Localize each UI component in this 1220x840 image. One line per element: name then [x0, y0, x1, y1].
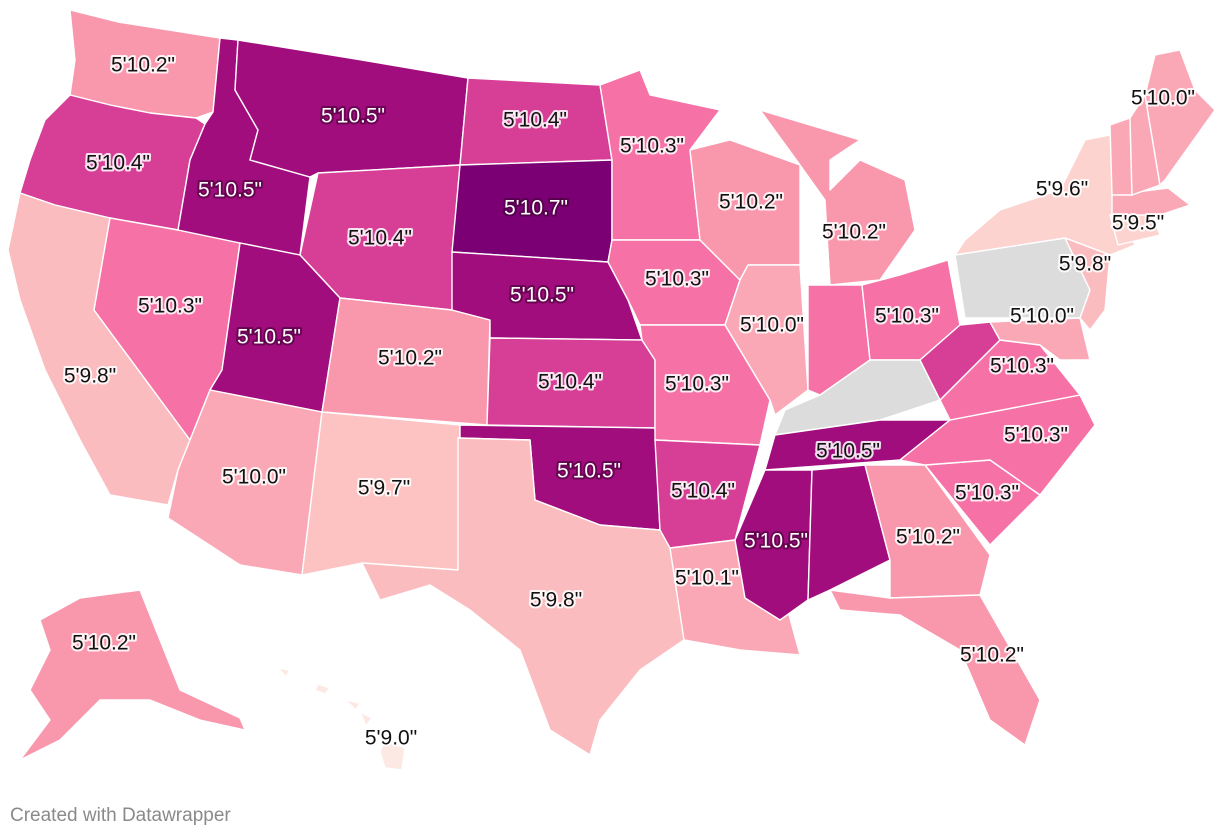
- label-mt: 5'10.5": [321, 105, 385, 128]
- label-mn: 5'10.3": [620, 135, 684, 158]
- label-ga: 5'10.2": [896, 526, 960, 549]
- label-sd: 5'10.7": [504, 197, 568, 220]
- label-tn: 5'10.5": [816, 440, 880, 463]
- label-hi: 5'9.0": [365, 727, 417, 750]
- state-nj[interactable]: [1064, 237, 1111, 331]
- label-nd: 5'10.4": [503, 109, 567, 132]
- label-ak: 5'10.2": [72, 632, 136, 655]
- label-nv: 5'10.3": [138, 295, 202, 318]
- label-va: 5'10.3": [990, 355, 1054, 378]
- label-oh: 5'10.3": [875, 305, 939, 328]
- label-wy: 5'10.4": [348, 227, 412, 250]
- label-ar: 5'10.4": [671, 480, 735, 503]
- label-ny: 5'9.6": [1036, 178, 1088, 201]
- label-ut: 5'10.5": [237, 326, 301, 349]
- label-ca: 5'9.8": [64, 365, 116, 388]
- datawrapper-credit[interactable]: Created with Datawrapper: [10, 805, 231, 826]
- state-mt[interactable]: [234, 39, 469, 178]
- label-nc: 5'10.3": [1004, 424, 1068, 447]
- label-sc: 5'10.3": [955, 482, 1019, 505]
- label-mi: 5'10.2": [822, 221, 886, 244]
- state-shapes: [7, 9, 1216, 771]
- state-hi-5[interactable]: [379, 739, 406, 771]
- label-wa: 5'10.2": [111, 54, 175, 77]
- label-md: 5'10.0": [1010, 305, 1074, 328]
- state-il[interactable]: [724, 264, 809, 416]
- label-mo: 5'10.3": [665, 373, 729, 396]
- state-mi[interactable]: [759, 109, 916, 286]
- label-ne: 5'10.5": [510, 284, 574, 307]
- label-ok: 5'10.5": [557, 460, 621, 483]
- label-or: 5'10.4": [86, 152, 150, 175]
- label-me: 5'10.0": [1131, 87, 1195, 110]
- label-la: 5'10.1": [675, 567, 739, 590]
- label-il: 5'10.0": [740, 314, 804, 337]
- label-ia: 5'10.3": [645, 268, 709, 291]
- label-co: 5'10.2": [378, 347, 442, 370]
- state-al[interactable]: [807, 464, 891, 601]
- label-fl: 5'10.2": [960, 644, 1024, 667]
- state-value-labels: 5'10.2" 5'10.4" 5'9.8" 5'10.3" 5'10.5" 5…: [62, 52, 1197, 752]
- state-hi-3[interactable]: [344, 699, 361, 711]
- state-me[interactable]: [1144, 49, 1216, 186]
- state-hi-2[interactable]: [314, 683, 331, 695]
- state-ky[interactable]: [774, 359, 941, 436]
- label-id: 5'10.5": [198, 179, 262, 202]
- label-az: 5'10.0": [222, 466, 286, 489]
- label-ct: 5'9.5": [1112, 212, 1164, 235]
- state-ak[interactable]: [19, 589, 246, 761]
- label-wi: 5'10.2": [719, 191, 783, 214]
- state-vt[interactable]: [1109, 117, 1133, 196]
- state-fl[interactable]: [829, 589, 1041, 746]
- label-nj: 5'9.8": [1059, 253, 1111, 276]
- state-tx[interactable]: [361, 437, 685, 756]
- state-hi-1[interactable]: [277, 667, 291, 678]
- label-nm: 5'9.7": [358, 477, 410, 500]
- state-hi-4[interactable]: [359, 711, 373, 727]
- label-ms: 5'10.5": [744, 530, 808, 553]
- label-ks: 5'10.4": [538, 371, 602, 394]
- label-tx: 5'9.8": [530, 589, 582, 612]
